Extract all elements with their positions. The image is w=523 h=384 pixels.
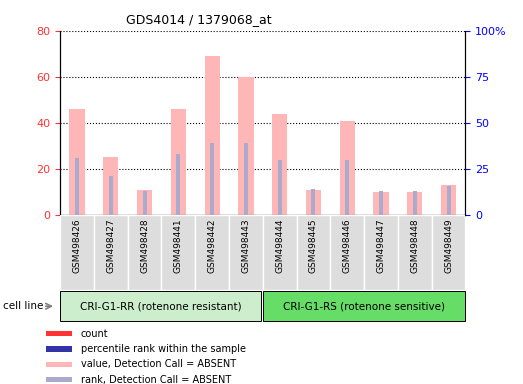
Bar [47, 331, 72, 336]
Text: GSM498445: GSM498445 [309, 218, 318, 273]
Bar [364, 215, 398, 290]
Bar [171, 109, 186, 215]
Text: GSM498441: GSM498441 [174, 218, 183, 273]
Bar [272, 114, 287, 215]
Bar [70, 109, 85, 215]
Bar [312, 189, 315, 215]
Bar [398, 215, 431, 290]
Text: GSM498426: GSM498426 [73, 218, 82, 273]
Bar [210, 143, 214, 215]
Text: GSM498446: GSM498446 [343, 218, 352, 273]
Text: CRI-G1-RS (rotenone sensitive): CRI-G1-RS (rotenone sensitive) [283, 301, 445, 311]
Bar [413, 191, 417, 215]
Bar [109, 176, 113, 215]
Bar [128, 215, 162, 290]
Bar [441, 185, 456, 215]
Bar [431, 215, 465, 290]
Bar [94, 215, 128, 290]
Text: rank, Detection Call = ABSENT: rank, Detection Call = ABSENT [81, 375, 231, 384]
Bar [306, 190, 321, 215]
Bar [278, 160, 282, 215]
Bar [297, 215, 331, 290]
Bar [162, 215, 195, 290]
Text: GSM498443: GSM498443 [242, 218, 251, 273]
Text: GSM498447: GSM498447 [377, 218, 385, 273]
Bar [75, 158, 79, 215]
Bar [60, 291, 260, 321]
Bar [238, 77, 254, 215]
Text: GSM498444: GSM498444 [275, 218, 284, 273]
Bar [137, 190, 152, 215]
Bar [47, 362, 72, 367]
Text: GSM498442: GSM498442 [208, 218, 217, 273]
Bar [263, 291, 465, 321]
Text: percentile rank within the sample: percentile rank within the sample [81, 344, 246, 354]
Bar [47, 346, 72, 352]
Text: cell line: cell line [3, 301, 43, 311]
Bar [263, 215, 297, 290]
Bar [379, 191, 383, 215]
Text: GSM498448: GSM498448 [411, 218, 419, 273]
Text: GDS4014 / 1379068_at: GDS4014 / 1379068_at [126, 13, 271, 26]
Text: value, Detection Call = ABSENT: value, Detection Call = ABSENT [81, 359, 236, 369]
Bar [339, 121, 355, 215]
Bar [143, 191, 146, 215]
Text: GSM498428: GSM498428 [140, 218, 149, 273]
Bar [244, 143, 248, 215]
Bar [195, 215, 229, 290]
Bar [373, 192, 389, 215]
Bar [103, 157, 118, 215]
Bar [60, 215, 94, 290]
Text: CRI-G1-RR (rotenone resistant): CRI-G1-RR (rotenone resistant) [79, 301, 241, 311]
Bar [204, 56, 220, 215]
Bar [47, 377, 72, 382]
Bar [229, 215, 263, 290]
Text: GSM498427: GSM498427 [106, 218, 115, 273]
Bar [176, 154, 180, 215]
Bar [345, 160, 349, 215]
Bar [331, 215, 364, 290]
Text: count: count [81, 329, 109, 339]
Text: GSM498449: GSM498449 [444, 218, 453, 273]
Bar [407, 192, 423, 215]
Bar [447, 185, 451, 215]
